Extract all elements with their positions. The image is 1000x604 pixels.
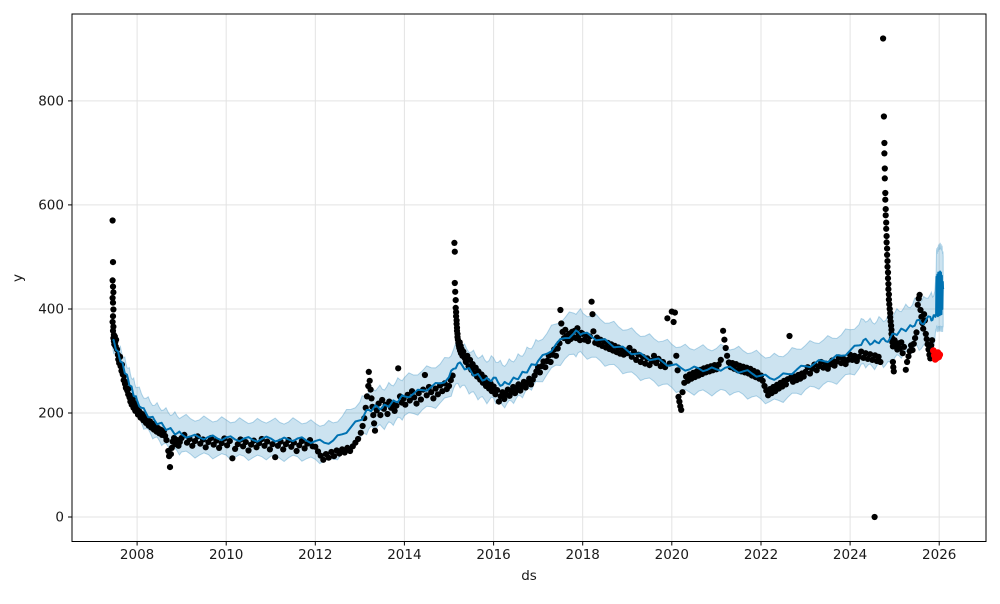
x-tick-label: 2012 (298, 547, 332, 563)
x-tick-label: 2010 (209, 547, 243, 563)
uncertainty-band (112, 242, 944, 465)
x-tick-label: 2014 (387, 547, 421, 563)
x-tick-label: 2024 (833, 547, 867, 563)
x-tick-label: 2026 (922, 547, 956, 563)
x-tick-label: 2008 (120, 547, 154, 563)
x-tick-label: 2016 (476, 547, 510, 563)
gridlines (72, 14, 986, 542)
forecast-line (112, 270, 945, 445)
y-tick-label: 400 (38, 302, 64, 318)
y-tick-label: 200 (38, 406, 64, 422)
x-tick-label: 2020 (655, 547, 689, 563)
y-tick-label: 600 (38, 197, 64, 213)
x-tick-label: 2018 (566, 547, 600, 563)
x-tick-label: 2022 (744, 547, 778, 563)
plot-border (71, 13, 987, 542)
y-tick-label: 0 (55, 510, 64, 526)
axis-ticks: 2008 2010 2012 2014 2016 2018 2020 2022 2024 2026… (38, 93, 956, 563)
latest-observed-points (930, 347, 944, 363)
y-axis-label: y (10, 274, 26, 282)
observed-points (109, 35, 938, 521)
y-tick-label: 800 (38, 93, 64, 109)
x-axis-label: ds (521, 568, 537, 584)
